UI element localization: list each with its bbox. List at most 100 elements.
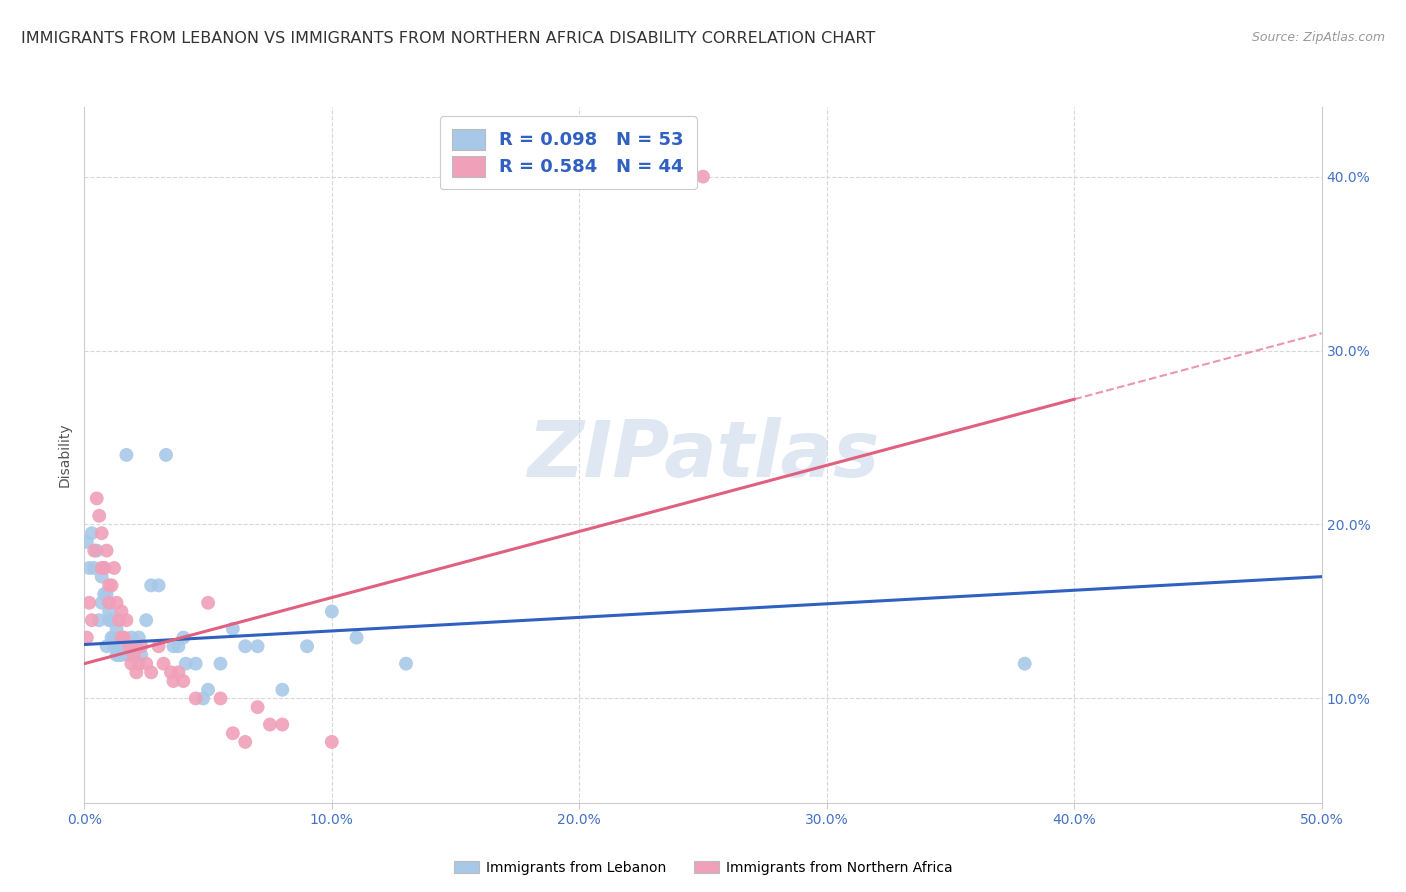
Point [152,657,174,671]
Text: ZIPatlas: ZIPatlas [527,417,879,493]
Point [96,639,118,653]
Point [120,631,142,645]
Point [129,648,152,662]
Point [76,631,98,645]
Point [90,596,112,610]
Point [90,526,112,541]
Point [155,448,177,462]
Point [90,561,112,575]
Point [80,526,103,541]
Point [125,639,148,653]
Point [93,587,115,601]
Point [222,622,245,636]
Point [346,631,368,645]
Point [197,596,219,610]
Point [233,735,256,749]
Point [118,648,141,662]
Point [246,700,269,714]
Y-axis label: Disability: Disability [58,423,72,487]
Text: IMMIGRANTS FROM LEBANON VS IMMIGRANTS FROM NORTHERN AFRICA DISABILITY CORRELATIO: IMMIGRANTS FROM LEBANON VS IMMIGRANTS FR… [21,31,876,46]
Point [79,596,101,610]
Point [89,508,111,523]
Point [89,613,111,627]
Point [105,622,128,636]
Point [96,587,118,601]
Point [128,657,150,671]
Point [692,169,714,184]
Point [80,613,103,627]
Point [115,613,138,627]
Text: Source: ZipAtlas.com: Source: ZipAtlas.com [1251,31,1385,45]
Point [135,657,157,671]
Point [129,639,152,653]
Point [83,543,105,558]
Point [174,657,197,671]
Point [93,561,115,575]
Point [148,578,170,592]
Point [122,639,145,653]
Point [167,665,190,680]
Point [100,578,122,592]
Point [110,631,132,645]
Point [141,665,163,680]
Point [125,665,148,680]
Point [108,639,131,653]
Point [118,639,141,653]
Point [100,613,122,627]
Point [184,657,207,671]
Point [112,639,135,653]
Point [86,543,108,558]
Point [108,648,131,662]
Point [209,657,232,671]
Point [76,534,98,549]
Point [135,613,157,627]
Point [141,578,163,592]
Point [162,674,184,689]
Point [321,735,343,749]
Point [110,605,132,619]
Point [112,631,135,645]
Point [160,665,183,680]
Point [122,648,145,662]
Point [83,561,105,575]
Point [103,639,125,653]
Point [86,491,108,506]
Point [79,561,101,575]
Point [90,570,112,584]
Point [233,639,256,653]
Point [120,657,142,671]
Point [295,639,318,653]
Point [148,639,170,653]
Point [105,596,128,610]
Point [321,605,343,619]
Point [96,543,118,558]
Point [191,691,214,706]
Point [105,648,128,662]
Point [93,561,115,575]
Point [98,596,121,610]
Legend: Immigrants from Lebanon, Immigrants from Northern Africa: Immigrants from Lebanon, Immigrants from… [449,855,957,880]
Point [1014,657,1036,671]
Point [100,631,122,645]
Point [209,691,232,706]
Point [197,682,219,697]
Point [259,717,281,731]
Point [167,639,190,653]
Point [110,631,132,645]
Point [395,657,418,671]
Point [172,631,194,645]
Point [103,631,125,645]
Point [271,682,294,697]
Point [108,613,131,627]
Point [98,605,121,619]
Point [271,717,294,731]
Point [172,674,194,689]
Point [103,561,125,575]
Point [222,726,245,740]
Point [115,448,138,462]
Point [110,648,132,662]
Point [162,639,184,653]
Point [184,691,207,706]
Point [246,639,269,653]
Point [98,613,121,627]
